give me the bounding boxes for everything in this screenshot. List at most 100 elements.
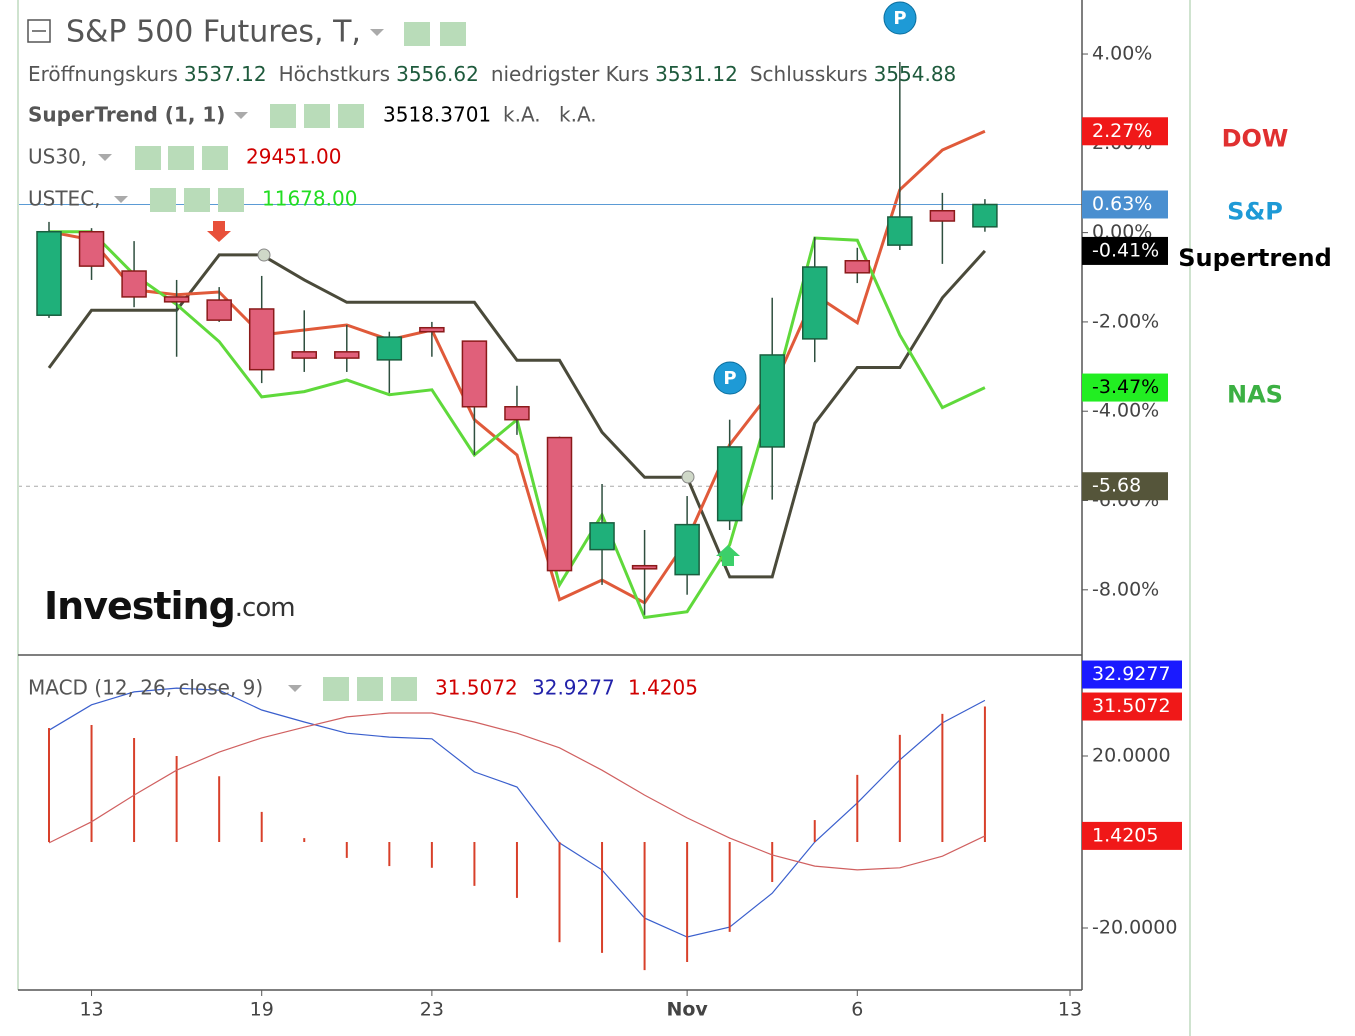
candle-body	[844, 259, 871, 274]
value-badge	[1082, 236, 1168, 265]
candle-body	[36, 230, 62, 316]
legend-label: S&P	[1227, 197, 1283, 225]
plot-layer: 131923Nov6134.00%2.00%0.00%-2.00%-4.00%-…	[18, 43, 1177, 1021]
eye-icon[interactable]	[323, 677, 349, 701]
value-badge	[1082, 117, 1168, 146]
legend-label: Supertrend	[1178, 244, 1332, 272]
value-badge	[1082, 373, 1168, 402]
candle-body	[546, 436, 573, 572]
close-icon[interactable]	[218, 188, 244, 212]
gear-icon[interactable]	[304, 104, 330, 128]
info-value: 3531.12	[655, 62, 738, 86]
candle-body	[78, 230, 105, 267]
series-line	[48, 687, 986, 938]
candle-body	[929, 209, 956, 222]
macd-legend-value: 32.9277	[532, 676, 615, 700]
info-label: Schlusskurs	[750, 62, 868, 86]
close-icon[interactable]	[391, 677, 417, 701]
watermark-text: .com	[235, 593, 295, 623]
watermark-text: Investing	[44, 584, 235, 628]
dropdown[interactable]	[234, 112, 248, 119]
pivot-marker-label: P	[893, 8, 906, 29]
value-badge-label: 0.63%	[1092, 193, 1152, 215]
candle-body	[376, 336, 403, 361]
eye-icon[interactable]	[404, 22, 430, 46]
x-tick-label: Nov	[666, 999, 708, 1021]
eye-icon[interactable]	[135, 146, 161, 170]
reference-badge-label: -5.68	[1092, 475, 1141, 497]
value-badge-label: -0.41%	[1092, 239, 1159, 261]
x-tick-label: 6	[851, 999, 863, 1021]
pivot-marker[interactable]	[713, 361, 747, 395]
legend-label: NAS	[1227, 381, 1283, 409]
eye-icon[interactable]	[270, 104, 296, 128]
indicator-label: US30,	[28, 145, 87, 169]
value-badge-label: -3.47%	[1092, 376, 1159, 398]
indicator-label: MACD (12, 26, close, 9)	[28, 676, 263, 700]
value-badge	[1082, 190, 1168, 219]
macd-legend-value: 1.4205	[628, 676, 698, 700]
y-tick-label: -2.00%	[1092, 310, 1159, 332]
x-tick-label: 13	[79, 999, 103, 1021]
dropdown[interactable]	[98, 154, 112, 161]
gear-icon[interactable]	[440, 22, 466, 46]
value-badge-label: 31.5072	[1092, 695, 1171, 717]
buy-arrow	[716, 545, 740, 566]
candle-body	[121, 270, 147, 298]
info-value: 3554.88	[874, 62, 957, 86]
value-badge-label: 32.9277	[1092, 663, 1171, 685]
signal-dot	[257, 248, 271, 262]
indicator-value: 29451.00	[246, 145, 341, 169]
y-tick-label: -4.00%	[1092, 400, 1159, 422]
eye-icon[interactable]	[150, 188, 176, 212]
candle-body	[291, 351, 317, 359]
pivot-marker[interactable]	[883, 1, 917, 35]
candle-body	[802, 266, 828, 340]
series-line	[48, 129, 986, 605]
candle-body	[631, 564, 658, 570]
gear-icon[interactable]	[184, 188, 210, 212]
sell-arrow	[207, 221, 231, 242]
indicator-value: 3518.3701	[383, 103, 491, 127]
value-badge	[1082, 692, 1182, 721]
y-tick-label: 4.00%	[1092, 43, 1152, 65]
indicator-label: USTEC,	[28, 187, 101, 211]
candle-body	[163, 296, 190, 303]
candle-body	[334, 351, 360, 359]
series-line	[48, 712, 986, 871]
info-label: niedrigster Kurs	[491, 62, 649, 86]
value-badge-label: 2.27%	[1092, 120, 1152, 142]
dropdown[interactable]	[114, 196, 128, 203]
gear-icon[interactable]	[168, 146, 194, 170]
legend-label: DOW	[1222, 124, 1289, 152]
info-value: 3537.12	[184, 62, 267, 86]
close-icon[interactable]	[338, 104, 364, 128]
close-icon[interactable]	[202, 146, 228, 170]
gear-icon[interactable]	[357, 677, 383, 701]
dropdown[interactable]	[370, 29, 384, 36]
y-tick-label: -20.0000	[1092, 916, 1177, 938]
overlay-layer: -5.68 2.27% DOW 0.63% S&P -0.41% Supertrend -3.…	[1082, 117, 1332, 850]
indicator-value: k.A.	[559, 103, 597, 127]
pivot-marker-label: P	[723, 368, 736, 389]
candle-body	[972, 203, 998, 228]
candle-body	[589, 522, 615, 551]
value-badge-label: 1.4205	[1092, 824, 1158, 846]
dropdown[interactable]	[288, 685, 302, 692]
candle-body	[206, 299, 232, 321]
x-tick-label: 13	[1058, 999, 1082, 1021]
chart-title: S&P 500 Futures, T,	[66, 15, 361, 50]
candle-body	[419, 326, 445, 333]
candle-body	[759, 354, 785, 448]
candle-body	[887, 216, 913, 246]
indicator-value: k.A.	[503, 103, 541, 127]
candle-body	[504, 406, 530, 421]
candle-body	[248, 308, 275, 371]
info-label: Eröffnungskurs	[28, 62, 178, 86]
candle-body	[674, 523, 700, 576]
info-label: Höchstkurs	[279, 62, 391, 86]
y-tick-label: 20.0000	[1092, 745, 1171, 767]
collapse-icon[interactable]	[27, 19, 51, 43]
info-value: 3556.62	[396, 62, 479, 86]
